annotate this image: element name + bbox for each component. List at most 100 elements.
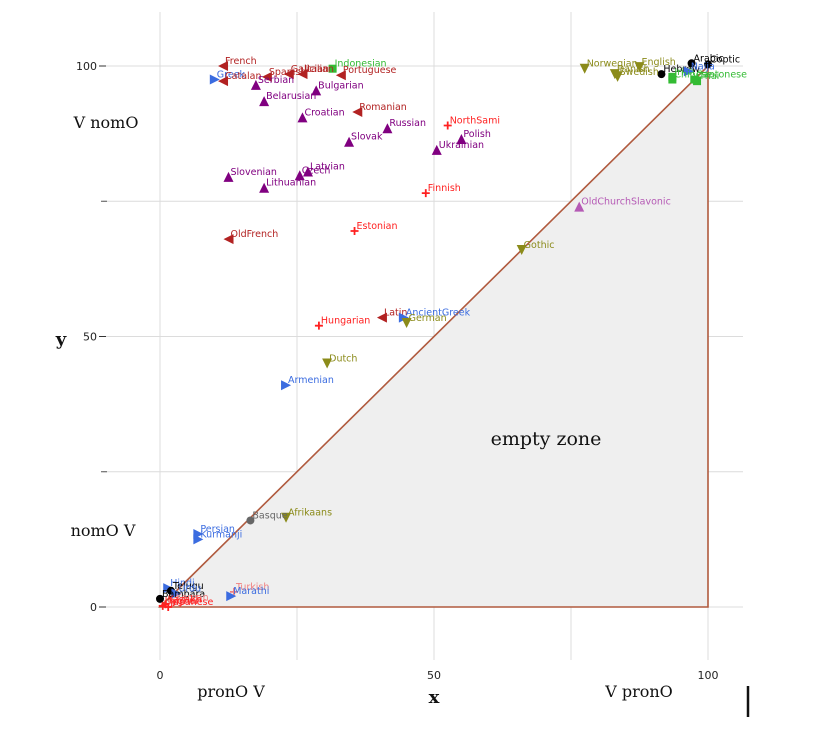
y-tick-label: 50 bbox=[83, 331, 97, 344]
data-label-uyghur: Uyghur bbox=[165, 596, 200, 607]
data-point-arabic bbox=[687, 59, 696, 68]
data-point-estonian bbox=[350, 227, 359, 236]
data-point-naija bbox=[683, 66, 694, 77]
annotation-v-prono: V pronO bbox=[604, 682, 673, 701]
data-label-spanish: Spanish bbox=[269, 67, 307, 78]
data-point-greek bbox=[209, 74, 220, 85]
data-label-thai: Thai bbox=[698, 71, 719, 82]
data-label-urdu: Urdu bbox=[178, 583, 201, 594]
data-label-northsami: NorthSami bbox=[450, 116, 500, 127]
data-label-arabic: Arabic bbox=[694, 53, 724, 64]
y-tick-label: 0 bbox=[90, 601, 97, 614]
data-point-urdu bbox=[171, 588, 182, 599]
data-label-persian: Persian bbox=[200, 524, 235, 535]
data-point-latvian bbox=[302, 166, 313, 177]
data-point-basque bbox=[246, 516, 255, 525]
data-label-serbian: Serbian bbox=[258, 75, 294, 86]
data-point-bulgarian bbox=[311, 85, 322, 96]
data-label-telugu: Telugu bbox=[172, 581, 204, 592]
data-label-bulgarian: Bulgarian bbox=[318, 80, 363, 91]
data-point-lithuanian bbox=[259, 182, 270, 193]
data-point-armenian bbox=[281, 380, 292, 391]
data-label-cantonese: Cantonese bbox=[696, 70, 747, 81]
tick-labels: 0 50 100 0 50 100 bbox=[76, 60, 719, 682]
data-point-cantonese bbox=[690, 75, 699, 84]
data-label-coptic: Coptic bbox=[710, 54, 740, 65]
data-point-ancientgreek bbox=[398, 312, 409, 323]
data-point-romanian bbox=[352, 106, 363, 117]
data-label-chinese: Chinese bbox=[674, 70, 712, 81]
data-point-ukrainian bbox=[431, 144, 442, 155]
data-point-slovenian bbox=[223, 171, 234, 182]
data-label-galician: Galician bbox=[291, 64, 329, 75]
data-label-latin: Latin bbox=[384, 308, 408, 319]
data-label-ancientgreek: AncientGreek bbox=[406, 308, 471, 319]
data-label-polish: Polish bbox=[463, 129, 490, 140]
empty-zone-triangle bbox=[158, 64, 709, 608]
data-label-hindi: Hindi bbox=[170, 578, 194, 589]
data-point-hebrew bbox=[657, 70, 666, 79]
data-label-estonian: Estonian bbox=[357, 221, 398, 232]
data-point-italian bbox=[297, 69, 308, 80]
data-point-chinese bbox=[668, 75, 677, 84]
data-label-korean: Korean bbox=[176, 593, 209, 604]
data-point-northsami bbox=[443, 121, 452, 130]
data-label-swedish: Swedish bbox=[620, 67, 659, 78]
data-point-korean bbox=[169, 598, 178, 607]
data-point-polish bbox=[456, 134, 467, 145]
data-point-turkish bbox=[229, 587, 238, 596]
data-point-gothic bbox=[516, 244, 527, 255]
data-label-finnish: Finnish bbox=[428, 183, 461, 194]
data-point-catalan bbox=[218, 76, 229, 87]
data-label-slovak: Slovak bbox=[351, 132, 383, 143]
data-point-japanese bbox=[164, 603, 173, 611]
data-label-oldfrench: OldFrench bbox=[231, 229, 279, 240]
data-label-kurmanji: Kurmanji bbox=[200, 529, 242, 540]
data-point-dutch bbox=[322, 358, 333, 369]
data-label-japanese: Japanese bbox=[169, 597, 213, 608]
y-axis-title: y bbox=[55, 329, 67, 350]
x-tick-label: 100 bbox=[698, 669, 719, 682]
data-point-uyghur bbox=[158, 601, 167, 610]
data-label-marathi: Marathi bbox=[233, 586, 269, 597]
y-tick-label: 100 bbox=[76, 60, 97, 73]
annotation-v-nomo: V nomO bbox=[73, 113, 139, 132]
data-point-norwegian bbox=[579, 63, 590, 74]
annotation-nomo-v: nomO V bbox=[71, 521, 136, 540]
x-tick-label: 50 bbox=[427, 669, 441, 682]
x-tick-label: 0 bbox=[157, 669, 164, 682]
data-point-bambara bbox=[156, 594, 164, 603]
data-point-indonesian bbox=[328, 64, 337, 73]
data-label-indonesian: Indonesian bbox=[335, 59, 387, 70]
data-point-serbian bbox=[250, 79, 261, 90]
data-point-galician bbox=[283, 69, 294, 80]
data-point-afrikaans bbox=[281, 512, 292, 523]
empty-zone-label: empty zone bbox=[491, 428, 602, 450]
data-label-dutch: Dutch bbox=[329, 354, 357, 365]
data-label-turkish: Turkish bbox=[235, 582, 269, 593]
data-point-oldfrench bbox=[223, 234, 234, 245]
data-point-coptic bbox=[704, 60, 712, 69]
data-point-belarusian bbox=[259, 96, 270, 107]
data-label-oldchurchslavonic: OldChurchSlavonic bbox=[581, 197, 671, 208]
data-point-russian bbox=[382, 123, 393, 134]
data-point-spanish bbox=[261, 71, 272, 82]
data-label-catalan: Catalan bbox=[225, 71, 261, 82]
data-label-bambara: Bambara bbox=[162, 589, 205, 600]
data-label-naija: Naija bbox=[691, 61, 715, 72]
data-label-slovenian: Slovenian bbox=[231, 167, 277, 178]
data-label-lithuanian: Lithuanian bbox=[266, 178, 316, 189]
data-point-german bbox=[401, 317, 412, 328]
data-label-italian: Italian bbox=[304, 64, 333, 75]
data-label-danish: Danish bbox=[617, 64, 650, 75]
data-point-oldchurchslavonic bbox=[574, 201, 585, 212]
data-label-portuguese: Portuguese bbox=[343, 65, 397, 76]
x-axis-title: x bbox=[429, 687, 440, 708]
data-label-basque: Basque bbox=[252, 510, 287, 521]
data-point-french bbox=[218, 61, 229, 71]
data-label-afrikaans: Afrikaans bbox=[288, 508, 332, 519]
data-label-german: German bbox=[409, 313, 447, 324]
data-point-swedish bbox=[612, 71, 623, 82]
